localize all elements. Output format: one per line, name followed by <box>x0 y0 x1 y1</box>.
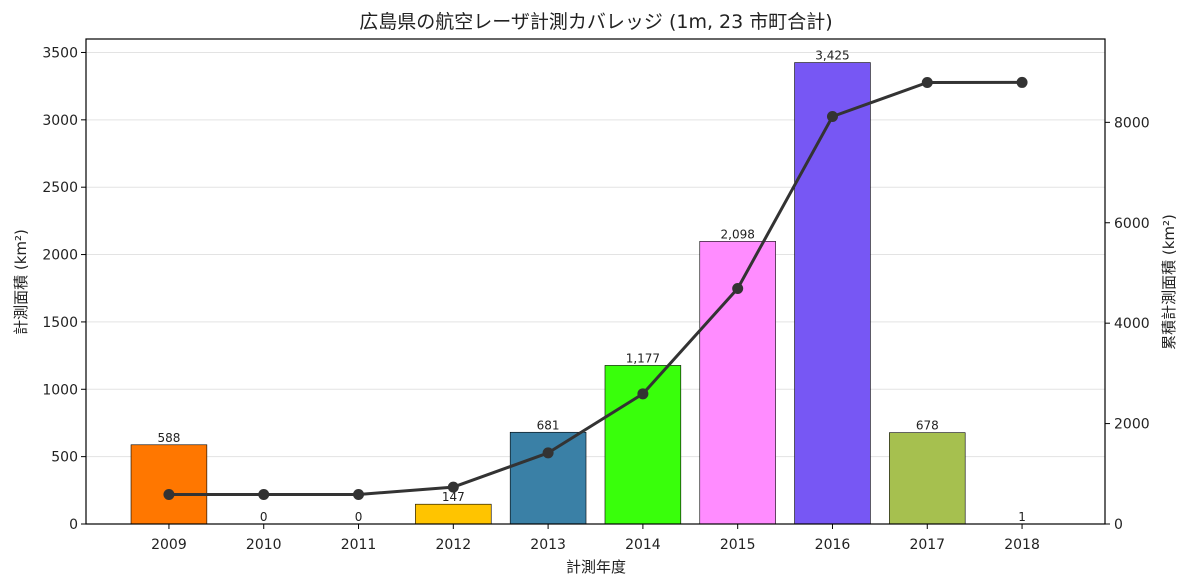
x-tick-label: 2010 <box>246 537 282 553</box>
y-tick-label: 3000 <box>42 113 78 129</box>
cumulative-line-point <box>163 488 175 500</box>
x-tick-label: 2013 <box>530 537 566 553</box>
y-tick-label: 2000 <box>42 248 78 264</box>
cumulative-line-point <box>353 488 365 500</box>
bar <box>130 444 208 525</box>
y-tick-label: 500 <box>51 450 78 466</box>
y2-tick-label: 4000 <box>1114 316 1150 332</box>
y-tick-label: 0 <box>69 517 78 533</box>
y-tick-label: 3500 <box>42 45 78 61</box>
y2-axis-label: 累積計測面積 (km²) <box>1160 214 1178 350</box>
bar-value-labels: 588 0 0 147 681 1,177 2,098 3,425 678 1 <box>157 49 1025 524</box>
bar <box>415 503 492 525</box>
cumulative-line-point <box>732 282 744 294</box>
x-tick-label: 2017 <box>909 537 945 553</box>
bar <box>889 432 966 525</box>
bar-value-label: 2,098 <box>721 227 755 241</box>
bars <box>130 62 1061 525</box>
y2-tick-label: 0 <box>1114 517 1123 533</box>
y-axis-label: 計測面積 (km²) <box>12 229 30 335</box>
cumulative-line-point <box>447 481 459 493</box>
plot-frame <box>85 38 1106 525</box>
cumulative-line-point <box>258 488 270 500</box>
y2-tick-label: 8000 <box>1114 115 1150 131</box>
x-tick-label: 2015 <box>720 537 756 553</box>
right-y-axis-ticks: 0 2000 4000 6000 8000 <box>1105 115 1150 533</box>
x-axis-label: 計測年度 <box>566 558 626 576</box>
left-y-axis-ticks: 0 500 1000 1500 2000 2500 3000 3500 <box>42 45 86 533</box>
y-tick-label: 1500 <box>42 315 78 331</box>
x-tick-label: 2016 <box>815 537 851 553</box>
cumulative-line <box>163 76 1028 500</box>
bar-value-label: 681 <box>537 418 560 432</box>
cumulative-line-point <box>637 388 649 400</box>
y-tick-label: 1000 <box>42 382 78 398</box>
x-tick-label: 2012 <box>435 537 471 553</box>
cumulative-line-path <box>168 80 1023 496</box>
cumulative-line-point <box>1016 76 1028 88</box>
x-axis-ticks: 2009 2010 2011 2012 2013 2014 2015 2016 2017 2018 <box>151 524 1040 553</box>
x-tick-label: 2009 <box>151 537 187 553</box>
cumulative-line-point <box>542 447 554 459</box>
bar-value-label: 1,177 <box>626 351 660 365</box>
cumulative-line-point <box>826 111 838 123</box>
chart-title: 広島県の航空レーザ計測カバレッジ (1m, 23 市町合計) <box>359 11 832 33</box>
bar-value-label: 3,425 <box>815 49 849 63</box>
x-tick-label: 2011 <box>341 537 377 553</box>
bar <box>509 431 587 525</box>
bar-value-label: 0 <box>260 510 268 524</box>
x-tick-label: 2018 <box>1004 537 1040 553</box>
gridlines <box>86 51 1105 525</box>
bar-value-label: 588 <box>157 431 180 445</box>
y2-tick-label: 6000 <box>1114 216 1150 232</box>
bar <box>794 62 871 525</box>
bar-value-label: 0 <box>355 510 363 524</box>
y2-tick-label: 2000 <box>1114 417 1150 433</box>
bar-value-label: 147 <box>442 490 465 504</box>
x-tick-label: 2014 <box>625 537 661 553</box>
cumulative-line-point <box>921 76 933 88</box>
bar-value-label: 678 <box>916 419 939 433</box>
y-tick-label: 2500 <box>42 180 78 196</box>
bar-value-label: 1 <box>1018 510 1026 524</box>
